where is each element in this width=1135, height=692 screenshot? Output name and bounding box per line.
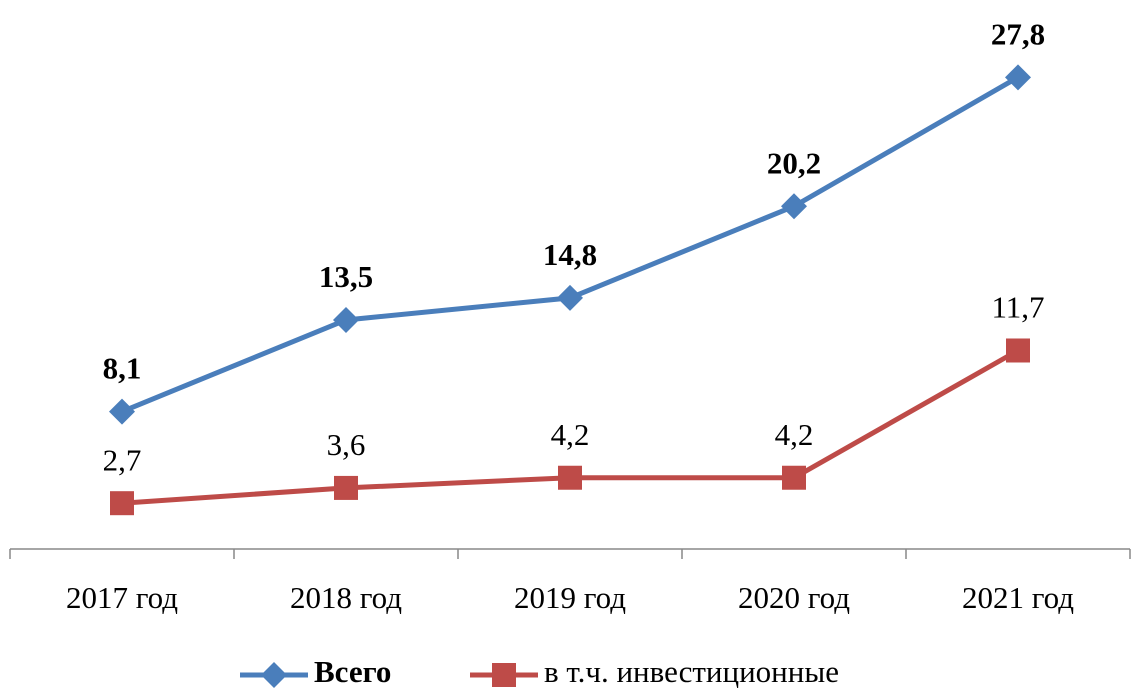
- x-tick-label: 2018 год: [290, 580, 402, 615]
- x-tick-label: 2019 год: [514, 580, 626, 615]
- marker-diamond: [261, 662, 287, 688]
- x-tick-label: 2020 год: [738, 580, 850, 615]
- marker-diamond: [109, 398, 135, 425]
- legend-label: в т.ч. инвестиционные: [544, 654, 839, 689]
- data-label: 11,7: [991, 290, 1044, 325]
- marker-square: [334, 475, 358, 500]
- data-label: 4,2: [775, 417, 814, 452]
- data-label: 3,6: [327, 427, 366, 462]
- marker-square: [1006, 338, 1030, 363]
- marker-diamond: [333, 306, 359, 333]
- data-label: 4,2: [551, 417, 590, 452]
- data-label: 8,1: [103, 351, 142, 386]
- data-label: 13,5: [319, 259, 373, 294]
- data-label: 20,2: [767, 145, 821, 180]
- data-label: 14,8: [543, 237, 597, 272]
- marker-diamond: [557, 284, 583, 311]
- x-tick-label: 2021 год: [962, 580, 1074, 615]
- data-label: 27,8: [991, 16, 1045, 51]
- marker-square: [782, 465, 806, 490]
- legend-label: Всего: [314, 654, 391, 689]
- x-tick-label: 2017 год: [66, 580, 178, 615]
- marker-square: [492, 663, 516, 687]
- marker-diamond: [781, 193, 807, 220]
- marker-square: [110, 491, 134, 516]
- marker-diamond: [1005, 64, 1031, 91]
- data-label: 2,7: [103, 442, 142, 477]
- marker-square: [558, 465, 582, 490]
